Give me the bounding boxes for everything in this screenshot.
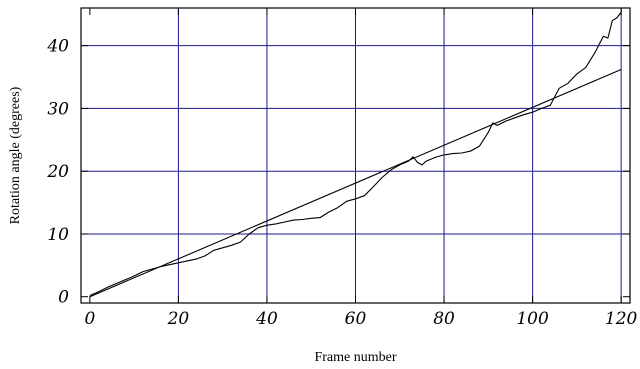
y-tick-label: 40	[46, 37, 69, 57]
grid-lines	[81, 8, 630, 303]
x-tick-label: 120	[605, 309, 638, 329]
series-line-linear	[89, 68, 622, 298]
series-line-measured	[89, 12, 622, 297]
y-tick-label: 10	[47, 225, 69, 245]
x-tick-label: 0	[84, 309, 95, 329]
x-tick-label: 60	[345, 309, 367, 329]
tick-marks	[81, 8, 630, 303]
x-tick-label: 80	[433, 309, 455, 329]
y-tick-label: 0	[58, 288, 69, 308]
x-tick-label: 40	[255, 309, 278, 329]
y-tick-label: 20	[46, 162, 69, 182]
x-tick-label: 20	[167, 309, 190, 329]
x-axis-label: Frame number	[314, 350, 396, 365]
series-layer	[89, 12, 622, 298]
x-tick-label: 100	[516, 309, 549, 329]
y-axis-label: Rotation angle (degrees)	[8, 86, 23, 224]
y-tick-label: 30	[47, 99, 69, 119]
y-tick-labels: 0 10 20 30 40	[46, 37, 69, 308]
x-tick-labels: 0 20 40 60 80 100 120	[84, 309, 637, 329]
